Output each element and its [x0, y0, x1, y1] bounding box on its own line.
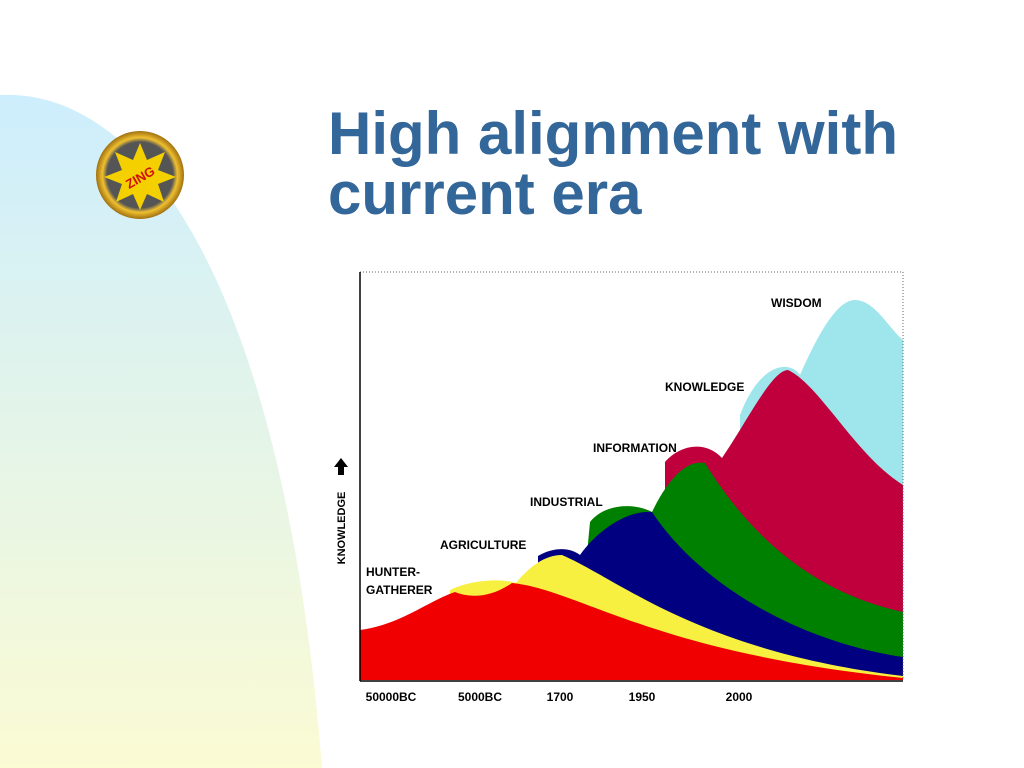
diagram: KNOWLEDGE HUNTER- GATHERER AGRICULTURE I… [334, 271, 904, 704]
era-label: GATHERER [366, 583, 433, 597]
x-label: 5000BC [458, 690, 502, 704]
y-axis-label: KNOWLEDGE [336, 492, 348, 565]
x-label: 2000 [726, 690, 753, 704]
era-label: INDUSTRIAL [530, 495, 603, 509]
logo: ZING [96, 131, 184, 219]
slide-title: High alignment with current era [328, 100, 898, 227]
era-label: WISDOM [771, 296, 822, 310]
hunter-gatherer-wave [360, 583, 903, 680]
x-label: 1950 [629, 690, 656, 704]
era-label: KNOWLEDGE [665, 380, 744, 394]
background-shape [0, 94, 322, 768]
x-label: 50000BC [366, 690, 417, 704]
axis-arrow [334, 458, 348, 475]
era-label: HUNTER- [366, 565, 420, 579]
era-label: AGRICULTURE [440, 538, 526, 552]
x-label: 1700 [547, 690, 574, 704]
era-label: INFORMATION [593, 441, 677, 455]
